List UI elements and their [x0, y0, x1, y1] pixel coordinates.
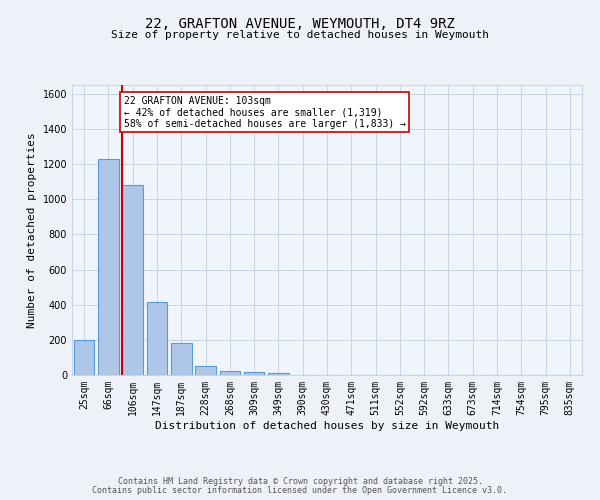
Text: 22, GRAFTON AVENUE, WEYMOUTH, DT4 9RZ: 22, GRAFTON AVENUE, WEYMOUTH, DT4 9RZ [145, 18, 455, 32]
Text: 22 GRAFTON AVENUE: 103sqm
← 42% of detached houses are smaller (1,319)
58% of se: 22 GRAFTON AVENUE: 103sqm ← 42% of detac… [124, 96, 406, 128]
Bar [268, 373, 289, 375]
Bar [122, 185, 143, 375]
Bar [74, 340, 94, 375]
Text: Contains HM Land Registry data © Crown copyright and database right 2025.: Contains HM Land Registry data © Crown c… [118, 477, 482, 486]
Text: Size of property relative to detached houses in Weymouth: Size of property relative to detached ho… [111, 30, 489, 40]
Y-axis label: Number of detached properties: Number of detached properties [27, 132, 37, 328]
X-axis label: Distribution of detached houses by size in Weymouth: Distribution of detached houses by size … [155, 420, 499, 430]
Bar [195, 366, 216, 375]
Bar [171, 344, 191, 375]
Bar [146, 302, 167, 375]
Bar [98, 159, 119, 375]
Bar [244, 372, 265, 375]
Text: Contains public sector information licensed under the Open Government Licence v3: Contains public sector information licen… [92, 486, 508, 495]
Bar [220, 370, 240, 375]
